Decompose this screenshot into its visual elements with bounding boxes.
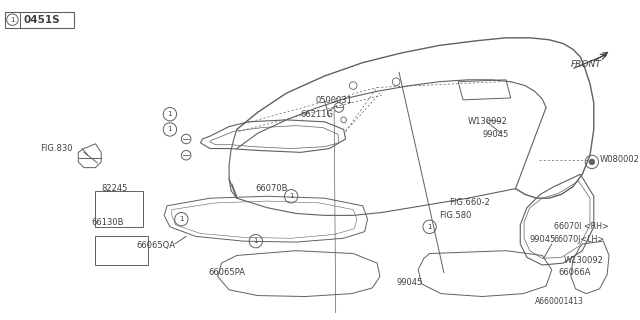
Text: 1: 1 [289, 193, 293, 199]
Text: 66070J<LH>: 66070J<LH> [554, 235, 605, 244]
Text: 66065PA: 66065PA [208, 268, 245, 277]
Bar [95, 190, 143, 227]
Text: 66070I <RH>: 66070I <RH> [554, 222, 609, 231]
Text: 66211G: 66211G [301, 110, 333, 119]
Text: 1: 1 [10, 17, 15, 23]
Text: 66065QA: 66065QA [136, 241, 175, 251]
Text: 1: 1 [253, 238, 258, 244]
Text: 99045: 99045 [530, 235, 556, 244]
Text: 66130B: 66130B [92, 218, 124, 227]
Text: 0500031: 0500031 [315, 96, 352, 105]
Text: 1: 1 [179, 216, 184, 222]
Text: 1: 1 [428, 224, 432, 230]
Text: 1: 1 [168, 126, 172, 132]
Text: FRONT: FRONT [571, 60, 602, 69]
Text: 99045: 99045 [396, 278, 422, 287]
Text: W080002: W080002 [600, 156, 639, 164]
Bar [4, 12, 74, 28]
Text: W130092: W130092 [563, 256, 603, 265]
Text: 99045: 99045 [482, 130, 508, 139]
Text: 82245: 82245 [101, 184, 127, 193]
Text: 1: 1 [168, 111, 172, 117]
Text: 66066A: 66066A [559, 268, 591, 277]
Text: FIG.660-2: FIG.660-2 [449, 198, 490, 207]
Text: FIG.830: FIG.830 [40, 144, 72, 153]
Text: FIG.580: FIG.580 [439, 211, 472, 220]
Text: 0451S: 0451S [24, 15, 61, 25]
Text: 66070B: 66070B [256, 184, 289, 193]
Text: A660001413: A660001413 [534, 297, 584, 306]
Bar [95, 236, 148, 265]
Circle shape [589, 159, 595, 165]
Text: W130092: W130092 [468, 117, 508, 126]
